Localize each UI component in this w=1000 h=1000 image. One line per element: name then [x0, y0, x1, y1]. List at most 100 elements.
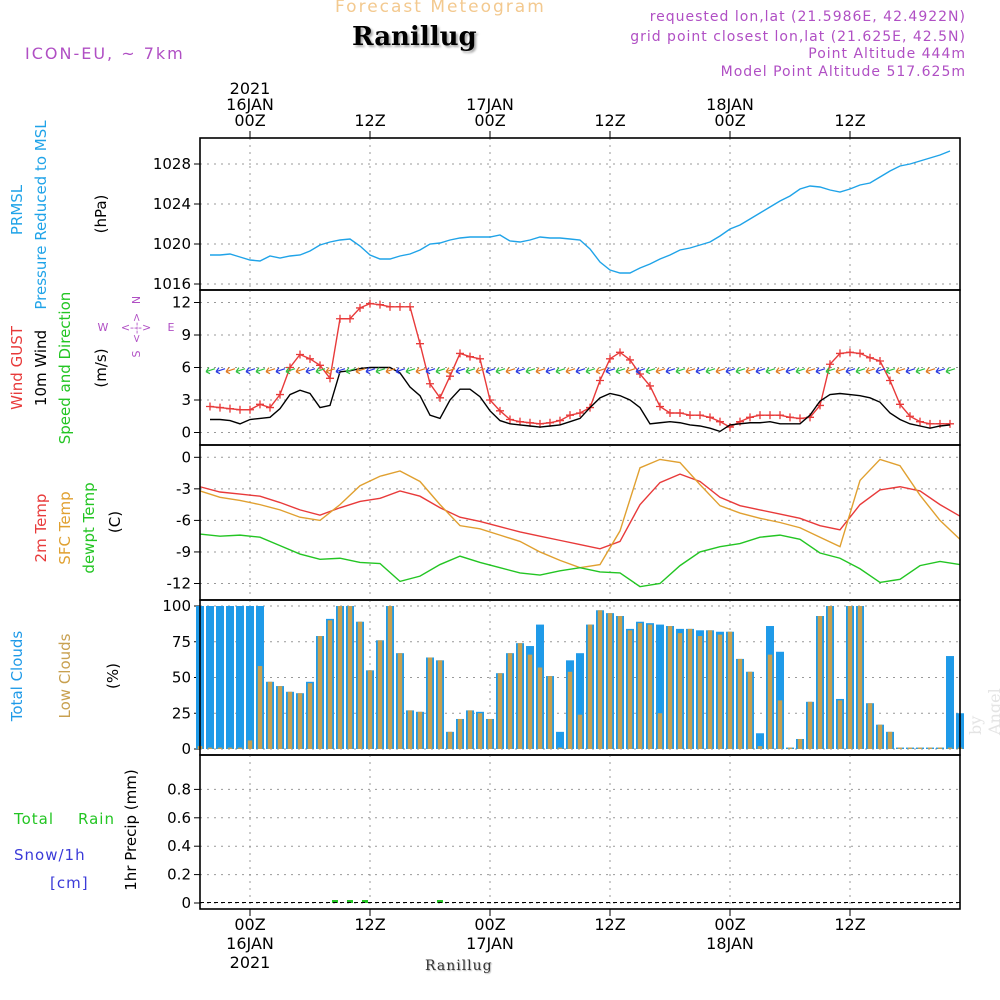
temperature-panel: 0 -3 -6 -9 -12	[167, 444, 961, 601]
wind-direction-arrow	[835, 367, 846, 375]
legend-sfc-temp: SFC Temp	[56, 491, 74, 564]
wind-direction-arrow	[625, 367, 636, 375]
legend-total-clouds: Total Clouds	[8, 631, 26, 723]
low-cloud-bar	[377, 640, 383, 749]
wind-direction-arrow	[275, 367, 286, 375]
low-cloud-bar	[397, 653, 403, 749]
gust-marker	[926, 419, 934, 428]
gust-marker	[496, 406, 504, 415]
gust-marker	[796, 414, 804, 423]
wind-direction-arrow	[535, 367, 546, 375]
legend-wind-unit: (m/s)	[92, 348, 110, 387]
gust-marker	[346, 314, 354, 323]
low-cloud-bar	[687, 628, 693, 749]
gust-marker	[766, 411, 774, 420]
low-cloud-bar	[857, 606, 863, 749]
wind-direction-arrow	[325, 367, 336, 375]
wind-direction-arrow	[465, 367, 476, 375]
gust-marker	[576, 409, 584, 417]
legend-10m-wind: 10m Wind	[32, 330, 50, 406]
wind-direction-arrow	[685, 367, 696, 375]
legend-speed-direction: Speed and Direction	[56, 292, 74, 445]
low-cloud-bar	[717, 634, 723, 749]
gust-marker	[716, 417, 724, 426]
wind-direction-arrow	[495, 367, 506, 375]
top-time-label: 12Z	[594, 111, 625, 130]
station-name: Ranillug	[352, 22, 477, 52]
series-prmsl	[210, 150, 951, 274]
total-cloud-bar	[656, 624, 664, 749]
legend-2m-temp: 2m Temp	[32, 494, 50, 563]
gust-marker	[826, 360, 834, 369]
low-cloud-bar	[667, 626, 673, 749]
gust-marker	[226, 404, 234, 413]
top-time-label: 00Z	[234, 111, 265, 130]
wind-direction-arrow	[935, 367, 946, 375]
wind-direction-arrow	[485, 367, 496, 375]
top-time-label: 00Z	[714, 111, 745, 130]
temperature-ytick-label: 0	[181, 448, 191, 466]
low-cloud-bar	[807, 701, 813, 749]
clouds-ytick-label: 100	[162, 597, 191, 615]
top-time-label: 16JAN	[226, 95, 274, 114]
gust-marker	[676, 409, 684, 417]
gust-marker	[776, 411, 784, 420]
total-cloud-bar	[946, 656, 954, 749]
gust-marker	[856, 349, 864, 358]
low-cloud-bar	[747, 671, 753, 749]
low-cloud-bar	[507, 653, 513, 749]
low-cloud-bar	[757, 746, 763, 749]
low-cloud-bar	[877, 724, 883, 749]
low-cloud-bar	[847, 606, 853, 749]
top-time-label: 18JAN	[706, 95, 754, 114]
clouds-ytick-label: 0	[181, 740, 191, 758]
wind-direction-arrow	[415, 367, 426, 375]
precipitation-ytick-label: 0.8	[167, 780, 191, 798]
gust-marker	[466, 352, 474, 361]
low-cloud-bar	[217, 747, 223, 749]
gust-marker	[456, 349, 464, 358]
low-cloud-bar	[827, 606, 833, 749]
temperature-ytick-label: -6	[176, 511, 191, 529]
legend-wind-gust: Wind GUST	[8, 325, 26, 410]
byline: by Angel	[966, 688, 1000, 735]
precipitation-ytick-label: 0.6	[167, 809, 191, 827]
wind-direction-arrow	[695, 367, 706, 375]
precip-axis-label: 1hr Precip (mm)	[122, 769, 140, 890]
gust-marker	[326, 374, 334, 383]
wind-direction-arrow	[235, 367, 246, 375]
wind-direction-arrow	[355, 367, 366, 375]
wind-direction-arrow	[875, 367, 886, 375]
low-cloud-bar	[897, 747, 903, 749]
gust-marker	[846, 348, 854, 357]
bottom-time-label: 00Z	[474, 915, 505, 934]
low-cloud-bar	[707, 630, 713, 749]
low-cloud-bar	[777, 700, 783, 749]
bottom-time-label: 16JAN	[226, 934, 274, 953]
wind-direction-arrow	[455, 367, 466, 375]
low-cloud-bar	[677, 633, 683, 749]
wind-direction-arrow	[425, 367, 436, 375]
gust-marker	[366, 299, 374, 308]
gust-marker	[386, 302, 394, 311]
low-cloud-bar	[587, 624, 593, 749]
low-cloud-bar	[597, 610, 603, 749]
wind-direction-arrow	[745, 367, 756, 375]
wind-direction-arrow	[865, 367, 876, 375]
clouds-ytick-label: 50	[172, 669, 191, 687]
gust-marker	[906, 412, 914, 421]
wind-direction-arrow	[895, 367, 906, 375]
low-cloud-bar	[617, 616, 623, 749]
compass-ns-arrow: <--->	[130, 313, 143, 343]
gust-marker	[236, 405, 244, 414]
low-cloud-bar	[517, 643, 523, 749]
clouds-ytick-label: 75	[172, 633, 191, 651]
legend-total: Total	[14, 810, 55, 828]
bottom-time-label: 12Z	[594, 915, 625, 934]
low-cloud-bar	[627, 630, 633, 749]
wind-direction-arrow	[775, 367, 786, 375]
low-cloud-bar	[607, 613, 613, 749]
wind-direction-arrow	[515, 367, 526, 375]
bottom-time-label: 2021	[230, 953, 271, 972]
precipitation-frame	[199, 754, 961, 910]
